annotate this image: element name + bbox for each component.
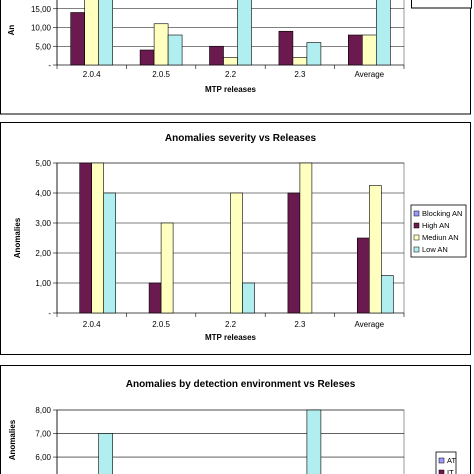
chart2-legend-label: High AN [422,221,450,230]
chart1-bar [209,45,224,66]
chart2-y-tick-label: 1,00 [35,279,51,288]
chart2-legend [410,204,467,258]
chart2-legend-label: Blocking AN [422,209,462,218]
chart2-category-label: Average [354,320,384,329]
chart1-bar [98,0,113,66]
chart2-y-tick-label: 5,00 [35,159,51,168]
chart3-y-tick-label: 8,00 [35,406,51,415]
chart2-legend-swatch [413,222,420,229]
chart1-bar [292,57,308,66]
chart1-y-tick-label: 5,00 [35,42,51,51]
chart3-legend-label: IT [447,468,454,474]
chart1-bar [84,0,99,66]
chart2-y-tick-label: - [48,309,51,318]
chart1-bar [70,12,85,66]
chart2-y-tick-label: 2,00 [35,249,51,258]
chart2-y-tick-label: 4,00 [35,189,51,198]
chart1-category-label: Average [354,70,384,79]
chart2-bar [356,237,370,314]
chart3-y-tick-label: 7,00 [35,430,51,439]
chart2-category-label: 2.0.5 [152,320,170,329]
chart2-bar [299,162,313,314]
chart2-bar [230,192,243,314]
chart2-y-tick-label: 3,00 [35,219,51,228]
chart2-legend-label: Mediun AN [422,233,459,242]
chart3-title: Anomalies by detection environment vs Re… [126,379,356,390]
chart2-category-label: 2.0.4 [83,320,101,329]
chart2-bar [148,282,162,314]
chart2-bar [287,192,301,314]
chart3-bar [306,409,322,474]
chart3-legend-swatch [438,457,445,464]
chart2-legend-swatch [413,234,420,241]
chart3-y-axis-label: Anomalies [8,419,17,460]
chart1-bar [153,23,169,66]
chart2-bar [242,282,255,314]
chart1-x-axis-label: MTP releases [205,85,257,94]
chart2-legend-swatch [413,246,420,253]
chart2-category-label: 2.2 [225,320,237,329]
chart1-bar [361,34,377,66]
chart2-category-label: 2.3 [294,320,306,329]
chart2-bar [103,192,116,314]
chart1-bar [375,0,391,66]
chart2-y-axis-label: Anomalies [13,217,22,258]
chart2-bar [380,275,394,314]
chart2-bar [160,222,174,314]
chart3-legend-swatch [438,469,445,474]
chart3-y-tick-label: 6,00 [35,453,51,462]
chart2-legend-swatch [413,210,420,217]
chart1-category-label: 2.3 [294,70,306,79]
chart2-bar [91,162,104,314]
chart2-bar [79,162,92,314]
chart1-y-tick-label: - [48,61,51,70]
chart1-y-tick-label: 10,00 [31,24,52,33]
chart1-bar [223,57,238,66]
chart1-bar [167,34,183,66]
chart1-category-label: 2.0.4 [83,70,101,79]
chart1-y-tick-label: 15,00 [31,5,52,14]
chart1-category-label: 2.0.5 [152,70,170,79]
chart3-legend [435,451,457,474]
chart2-legend-label: Low AN [422,245,448,254]
chart3-legend-label: AT [447,456,456,465]
chart2-bar [368,185,382,314]
chart2-x-axis-label: MTP releases [205,333,257,342]
chart3-bar [98,433,113,474]
chart1-bar [237,0,252,66]
chart1-category-label: 2.2 [225,70,237,79]
chart1-bar [278,30,294,66]
chart1-bar [347,34,363,66]
chart1-y-axis-label: An [7,25,16,36]
chart1-legend-box [411,0,472,9]
chart3-plot-area [56,409,405,474]
chart1-plot-area [56,0,405,66]
chart1-bar [306,42,322,66]
chart2-title: Anomalies severity vs Releases [165,133,317,144]
chart1-bar [139,49,155,66]
